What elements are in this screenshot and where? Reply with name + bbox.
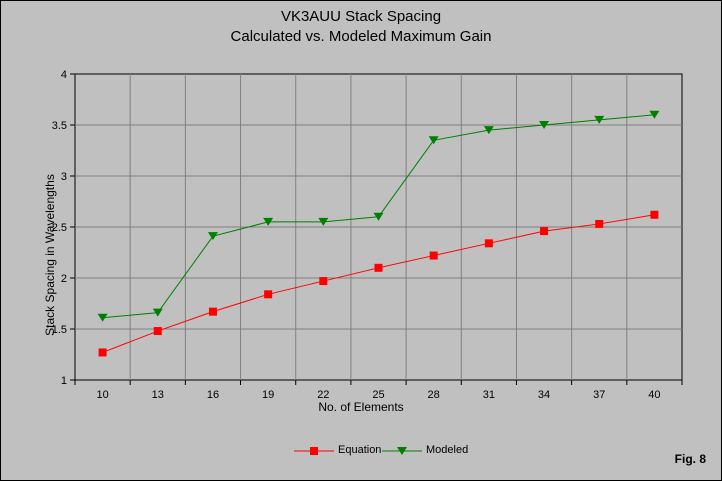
data-point-equation (264, 290, 273, 299)
data-point-equation (208, 307, 217, 316)
data-point-modeled (263, 217, 274, 226)
x-tick-label: 37 (593, 389, 605, 401)
data-point-equation (540, 227, 549, 236)
grid-lines (75, 74, 682, 380)
data-point-modeled (207, 232, 218, 241)
data-point-equation (595, 219, 604, 228)
y-axis-label: Stack Spacing in Wavelengths (43, 174, 57, 336)
x-tick-label: 40 (648, 389, 660, 401)
data-point-modeled (594, 115, 605, 124)
data-point-modeled (97, 313, 108, 322)
x-tick-label: 19 (262, 389, 274, 401)
chart-title: VK3AUU Stack Spacing (280, 8, 442, 25)
data-point-modeled (152, 308, 163, 317)
x-tick-label: 10 (96, 389, 108, 401)
data-point-equation (650, 210, 659, 219)
legend-label-equation: Equation (338, 444, 382, 456)
x-tick-label: 22 (317, 389, 329, 401)
y-tick-label: 1.5 (52, 324, 67, 336)
legend-label-modeled: Modeled (426, 444, 469, 456)
chart-plot: 1 1.5 2 2.5 3 3.5 4 10 13 16 19 22 25 28 31 34 37 40 (52, 69, 683, 401)
legend: Equation Modeled (0, 443, 722, 459)
data-point-modeled (483, 126, 494, 135)
y-tick-label: 1 (61, 375, 67, 387)
x-tick-label: 13 (152, 389, 164, 401)
x-tick-label: 28 (428, 389, 440, 401)
data-point-equation (429, 251, 438, 260)
y-tick-label: 2 (61, 273, 67, 285)
data-point-equation (319, 277, 328, 286)
x-tick-label: 34 (538, 389, 550, 401)
y-tick-label: 3 (61, 171, 67, 183)
series-layer (97, 110, 660, 357)
data-point-modeled (373, 212, 384, 221)
axis-ticks: 1 1.5 2 2.5 3 3.5 4 10 13 16 19 22 25 28 31 34 37 40 (52, 69, 683, 401)
data-point-equation (374, 263, 383, 272)
y-tick-label: 2.5 (52, 222, 67, 234)
y-tick-label: 4 (61, 69, 67, 81)
y-tick-label: 3.5 (52, 120, 67, 132)
data-point-modeled (428, 136, 439, 145)
data-point-modeled (539, 121, 550, 129)
legend-swatch-modeled (382, 447, 422, 455)
x-tick-label: 31 (483, 389, 495, 401)
x-tick-label: 16 (207, 389, 219, 401)
data-point-modeled (649, 110, 660, 119)
legend-swatch-equation (294, 447, 334, 455)
data-point-equation (484, 239, 493, 248)
data-point-modeled (318, 217, 329, 226)
chart-subtitle: Calculated vs. Modeled Maximum Gain (230, 28, 492, 45)
x-axis-label: No. of Elements (318, 400, 404, 414)
data-point-equation (98, 348, 107, 357)
x-tick-label: 25 (372, 389, 384, 401)
data-point-equation (153, 327, 162, 336)
figure-label: Fig. 8 (674, 452, 706, 466)
